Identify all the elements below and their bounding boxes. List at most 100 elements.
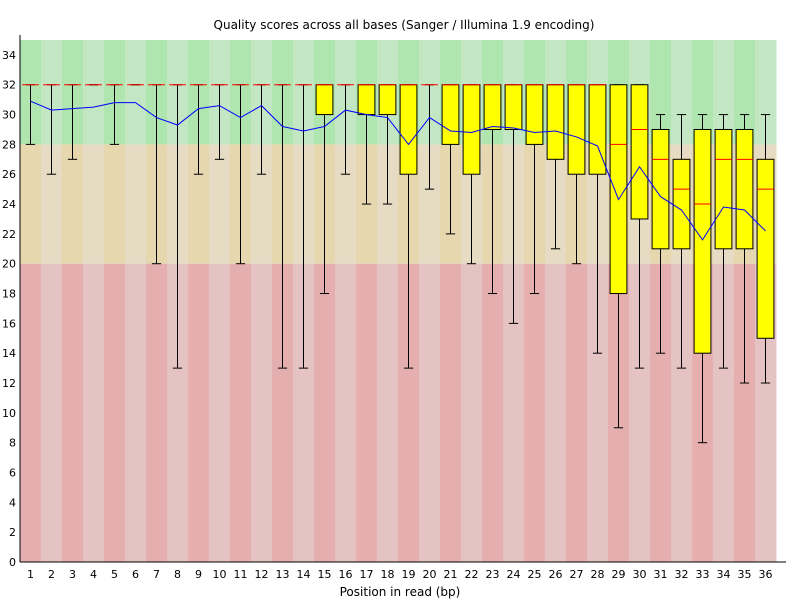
y-tick-label: 26 bbox=[2, 168, 16, 181]
x-tick-label: 16 bbox=[339, 568, 353, 581]
y-tick-label: 24 bbox=[2, 198, 16, 211]
box-34 bbox=[714, 128, 733, 250]
x-tick-label: 23 bbox=[486, 568, 500, 581]
x-tick-label: 8 bbox=[174, 568, 181, 581]
x-tick-label: 30 bbox=[633, 568, 647, 581]
x-tick-label: 27 bbox=[570, 568, 584, 581]
quality-band-2-stripe bbox=[503, 263, 525, 562]
quality-band-2-stripe bbox=[398, 263, 420, 562]
x-tick-label: 1 bbox=[27, 568, 34, 581]
quality-band-2-stripe bbox=[629, 263, 651, 562]
x-tick-label: 4 bbox=[90, 568, 97, 581]
quality-band-2-stripe bbox=[272, 263, 294, 562]
box-17 bbox=[357, 84, 376, 116]
quality-band-2-stripe bbox=[587, 263, 609, 562]
y-tick-label: 2 bbox=[9, 526, 16, 539]
x-tick-label: 28 bbox=[591, 568, 605, 581]
quality-band-2-stripe bbox=[230, 263, 252, 562]
y-tick-label: 10 bbox=[2, 407, 16, 420]
y-tick-label: 6 bbox=[9, 467, 16, 480]
x-tick-label: 25 bbox=[528, 568, 542, 581]
box-33 bbox=[693, 128, 712, 354]
x-tick-label: 35 bbox=[738, 568, 752, 581]
quality-band-1-stripe bbox=[335, 144, 357, 264]
x-tick-label: 11 bbox=[234, 568, 248, 581]
x-tick-label: 18 bbox=[381, 568, 395, 581]
x-axis-label: Position in read (bp) bbox=[340, 585, 461, 599]
box-36 bbox=[756, 158, 775, 339]
x-tick-label: 7 bbox=[153, 568, 160, 581]
quality-band-2-stripe bbox=[41, 263, 63, 562]
y-tick-label: 8 bbox=[9, 437, 16, 450]
x-tick-label: 33 bbox=[696, 568, 710, 581]
chart-title: Quality scores across all bases (Sanger … bbox=[214, 18, 595, 32]
y-tick-label: 28 bbox=[2, 138, 16, 151]
quality-band-2-stripe bbox=[209, 263, 231, 562]
quality-band-1-stripe bbox=[209, 144, 231, 264]
box-30 bbox=[630, 84, 649, 220]
x-tick-label: 36 bbox=[759, 568, 773, 581]
quality-band-0-stripe bbox=[650, 40, 672, 145]
median-marks bbox=[22, 84, 774, 205]
box-31 bbox=[651, 128, 670, 250]
x-tick-label: 32 bbox=[675, 568, 689, 581]
y-tick-label: 32 bbox=[2, 79, 16, 92]
quality-band-2-stripe bbox=[566, 263, 588, 562]
quality-band-2-stripe bbox=[440, 263, 462, 562]
x-tick-label: 6 bbox=[132, 568, 139, 581]
box-35 bbox=[735, 128, 754, 250]
quality-band-2-stripe bbox=[188, 263, 210, 562]
quality-band-2-stripe bbox=[20, 263, 42, 562]
x-tick-label: 21 bbox=[444, 568, 458, 581]
box-27 bbox=[567, 84, 586, 175]
quality-band-2-stripe bbox=[524, 263, 546, 562]
quality-band-1-stripe bbox=[251, 144, 273, 264]
quality-band-2-stripe bbox=[335, 263, 357, 562]
quality-band-1-stripe bbox=[125, 144, 147, 264]
y-tick-label: 0 bbox=[9, 556, 16, 569]
quality-band-0-stripe bbox=[692, 40, 714, 145]
quality-band-2-stripe bbox=[167, 263, 189, 562]
quality-band-1-stripe bbox=[41, 144, 63, 264]
x-tick-label: 20 bbox=[423, 568, 437, 581]
axes bbox=[19, 35, 786, 563]
y-tick-label: 12 bbox=[2, 377, 16, 390]
x-tick-label: 19 bbox=[402, 568, 416, 581]
quality-band-2-stripe bbox=[671, 263, 693, 562]
quality-band-0-stripe bbox=[83, 40, 105, 145]
x-tick-label: 9 bbox=[195, 568, 202, 581]
quality-band-2-stripe bbox=[83, 263, 105, 562]
x-tick-label: 26 bbox=[549, 568, 563, 581]
y-tick-label: 16 bbox=[2, 317, 16, 330]
y-tick-label: 4 bbox=[9, 496, 16, 509]
box-25 bbox=[525, 84, 544, 145]
box-15 bbox=[315, 84, 334, 116]
x-tick-label: 15 bbox=[318, 568, 332, 581]
quality-band-2-stripe bbox=[314, 263, 336, 562]
quality-band-2-stripe bbox=[377, 263, 399, 562]
quality-band-0-stripe bbox=[755, 40, 777, 145]
quality-band-1-stripe bbox=[188, 144, 210, 264]
quality-band-2-stripe bbox=[482, 263, 504, 562]
x-tick-label: 2 bbox=[48, 568, 55, 581]
quality-band-0-stripe bbox=[125, 40, 147, 145]
quality-band-0-stripe bbox=[713, 40, 735, 145]
quality-band-2-stripe bbox=[650, 263, 672, 562]
quality-band-2-stripe bbox=[545, 263, 567, 562]
quality-band-1-stripe bbox=[104, 144, 126, 264]
quality-band-2-stripe bbox=[461, 263, 483, 562]
y-tick-label: 30 bbox=[2, 109, 16, 122]
box-24 bbox=[504, 84, 523, 130]
box-29 bbox=[609, 84, 628, 295]
y-tick-label: 22 bbox=[2, 228, 16, 241]
box-21 bbox=[441, 84, 460, 145]
mean-line bbox=[30, 100, 766, 241]
x-tick-label: 10 bbox=[213, 568, 227, 581]
quality-band-1-stripe bbox=[83, 144, 105, 264]
box-18 bbox=[378, 84, 397, 116]
quality-band-2-stripe bbox=[419, 263, 441, 562]
quality-band-2-stripe bbox=[251, 263, 273, 562]
quality-band-1-stripe bbox=[20, 144, 42, 264]
